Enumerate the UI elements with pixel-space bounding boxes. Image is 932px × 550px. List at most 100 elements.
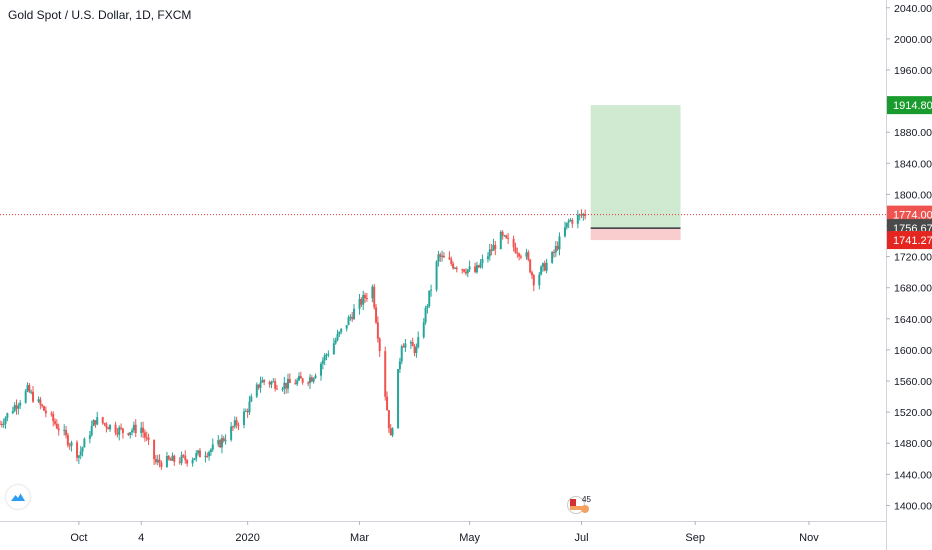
candle-body xyxy=(83,438,86,448)
candle-body xyxy=(57,428,60,431)
candle-body xyxy=(532,275,535,286)
candle-body xyxy=(158,459,161,463)
candle-body xyxy=(409,342,412,344)
candle-body xyxy=(310,377,313,382)
x-tick-label: Oct xyxy=(70,532,87,544)
event-flag-badge-icon[interactable]: 45 xyxy=(566,494,592,516)
candle-body xyxy=(285,382,288,389)
candle-body xyxy=(156,459,159,463)
candle-body xyxy=(540,266,543,275)
candle-body xyxy=(109,424,112,430)
candle-body xyxy=(351,316,354,320)
candle-body xyxy=(55,423,58,429)
candle-body xyxy=(286,378,289,389)
candle-body xyxy=(512,238,515,248)
candle-body xyxy=(0,423,3,425)
candle-body xyxy=(217,440,220,445)
candle-body xyxy=(263,380,266,382)
candle-body xyxy=(28,385,31,393)
candle-body xyxy=(503,235,506,237)
candle-body xyxy=(134,424,137,433)
y-tick-label: 1680.00 xyxy=(894,283,932,295)
candle-body xyxy=(88,435,91,439)
candle-body xyxy=(63,430,66,432)
candle-body xyxy=(257,384,260,388)
candle-body xyxy=(26,385,29,391)
badge-count: 45 xyxy=(582,495,591,504)
candle-body xyxy=(204,455,207,458)
candle-body xyxy=(455,267,458,270)
candle-body xyxy=(261,380,264,383)
candle-body xyxy=(118,427,121,435)
candle-body xyxy=(52,413,55,422)
candle-body xyxy=(191,459,194,464)
candle-body xyxy=(554,245,557,253)
candle-body xyxy=(525,252,528,257)
candle-body xyxy=(312,378,315,382)
candle-body xyxy=(389,428,392,436)
candle-body xyxy=(428,290,431,306)
candle-body xyxy=(461,269,464,271)
candle-body xyxy=(209,449,212,452)
y-tick-label: 1480.00 xyxy=(894,438,932,450)
candle-body xyxy=(145,437,148,439)
candle-body xyxy=(551,252,554,263)
candle-body xyxy=(347,317,350,326)
candle-body xyxy=(114,424,117,433)
candle-body xyxy=(171,455,174,461)
y-tick-label: 1400.00 xyxy=(894,500,932,512)
candle-body xyxy=(0,423,1,425)
candle-body xyxy=(224,439,227,441)
candle-body xyxy=(96,417,99,425)
candle-body xyxy=(169,459,172,461)
candle-body xyxy=(70,442,73,446)
candle-body xyxy=(477,265,480,268)
candle-body xyxy=(402,346,405,348)
candle-body xyxy=(143,432,146,438)
target-price-label-bg xyxy=(887,96,932,115)
candle-body xyxy=(153,439,156,459)
x-tick-label: Sep xyxy=(685,532,705,544)
candle-body xyxy=(400,346,403,362)
candle-body xyxy=(417,337,420,348)
candle-body xyxy=(94,420,97,425)
candle-body xyxy=(518,253,521,257)
candle-body xyxy=(298,376,301,381)
candle-body xyxy=(450,259,453,264)
candle-body xyxy=(43,406,46,411)
candle-body xyxy=(362,294,365,305)
candle-body xyxy=(255,384,258,397)
candle-body xyxy=(314,375,317,379)
candle-body xyxy=(76,442,79,458)
y-tick-label: 1800.00 xyxy=(894,189,932,201)
candle-body xyxy=(384,351,387,397)
candle-body xyxy=(422,322,425,338)
candle-body xyxy=(242,411,245,425)
candle-body xyxy=(281,388,284,390)
candle-body xyxy=(140,427,143,433)
candle-body xyxy=(235,420,238,425)
candle-body xyxy=(39,399,42,405)
candle-body xyxy=(154,458,157,463)
candle-body xyxy=(121,428,124,434)
y-tick-label: 2040.00 xyxy=(894,3,932,15)
candle-body xyxy=(452,263,455,269)
candle-body xyxy=(490,249,493,251)
candle-body xyxy=(184,455,187,461)
candle-body xyxy=(353,308,356,320)
candle-body xyxy=(268,381,271,385)
last-price-label: 1774.00 xyxy=(893,210,932,222)
candle-body xyxy=(334,340,337,344)
candle-body xyxy=(453,267,456,269)
candle-body xyxy=(580,214,583,216)
candle-body xyxy=(538,274,541,286)
candle-body xyxy=(507,238,510,240)
tradingview-logo-icon[interactable] xyxy=(6,485,30,509)
x-tick-label: May xyxy=(459,532,480,544)
candle-body xyxy=(486,256,489,260)
candle-body xyxy=(582,213,585,216)
candle-body xyxy=(439,254,442,257)
y-tick-label: 1520.00 xyxy=(894,407,932,419)
candle-body xyxy=(373,286,376,308)
